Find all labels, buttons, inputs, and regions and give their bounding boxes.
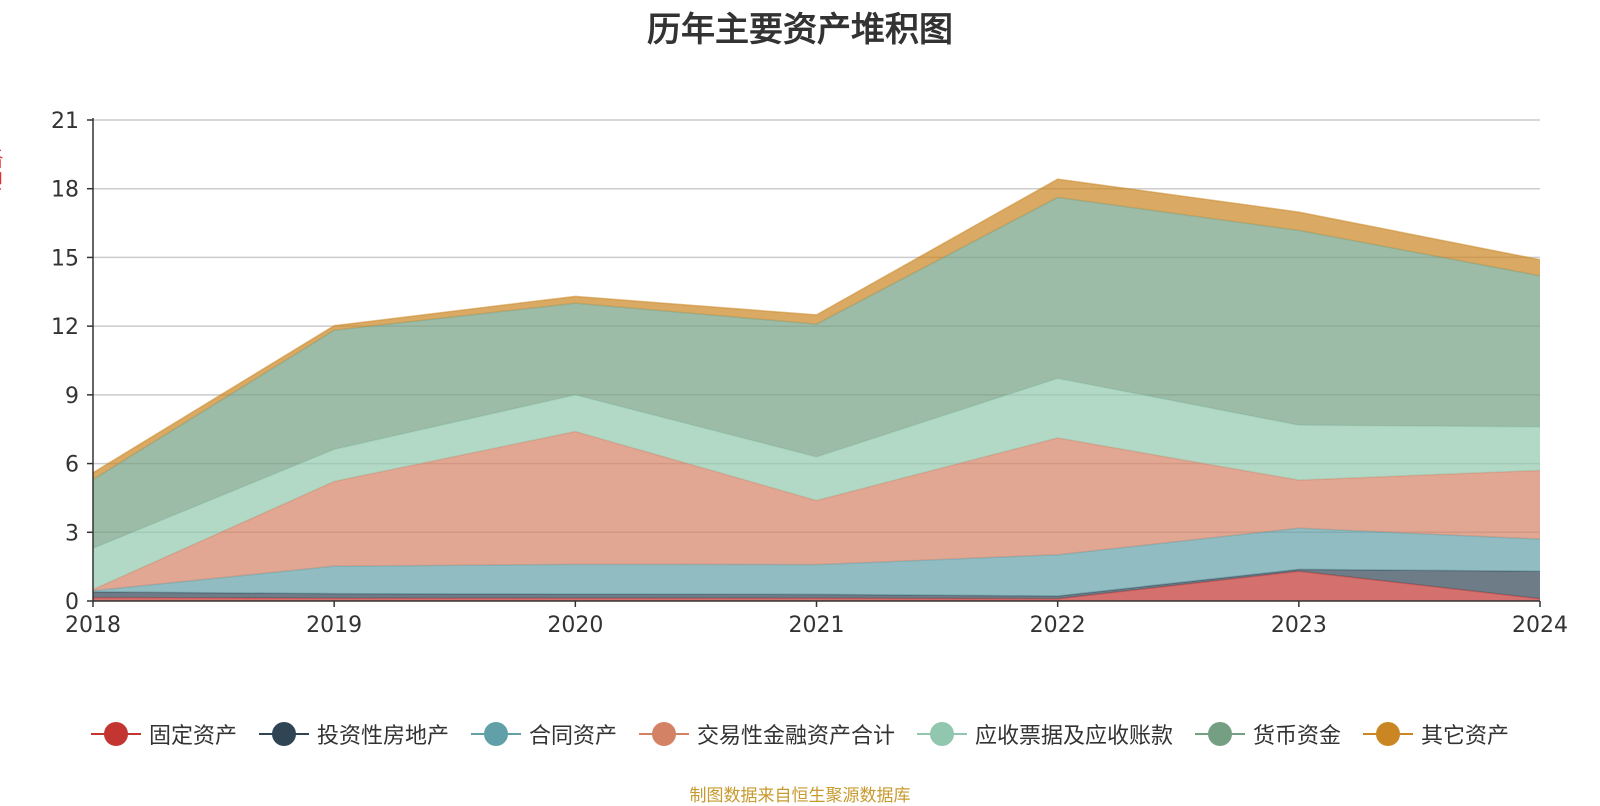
legend-item-2[interactable]: 投资性房地产	[258, 718, 449, 750]
area-series-5	[93, 378, 1540, 590]
source-note: 制图数据来自恒生聚源数据库	[689, 786, 911, 806]
y-tick-label: 18	[51, 178, 79, 203]
y-tick-label: 6	[65, 453, 79, 478]
legend-item-3[interactable]: 合同资产	[470, 718, 617, 750]
legend-item-1[interactable]: 固定资产	[90, 718, 237, 750]
legend-marker	[1363, 722, 1414, 746]
legend-label: 货币资金	[1253, 724, 1342, 749]
legend-item-7[interactable]: 其它资产	[1363, 718, 1509, 750]
legend-marker	[470, 722, 521, 746]
y-tick-label: 9	[65, 384, 79, 409]
area-series-4	[93, 431, 1540, 591]
area-series-3	[93, 528, 1540, 596]
y-tick-label: 3	[65, 521, 79, 546]
x-tick-label: 2022	[1030, 613, 1086, 638]
stacked-area-chart: 0 3 6 9 12 15 18 21 2018 2019 2020 2021 2022 2023 2024	[51, 109, 1568, 638]
area-series-2	[93, 569, 1540, 599]
legend-label: 合同资产	[528, 724, 617, 749]
x-tick-label: 2024	[1512, 613, 1568, 638]
axes: 0 3 6 9 12 15 18 21 2018 2019 2020 2021 2022 2023 2024	[51, 109, 1568, 638]
x-tick-label: 2021	[789, 613, 845, 638]
area-series	[92, 178, 1541, 601]
legend-label: 投资性房地产	[316, 724, 449, 749]
legend-marker	[917, 722, 967, 746]
x-tick-label: 2019	[306, 613, 362, 638]
y-tick-label: 0	[65, 590, 79, 615]
legend-label: 其它资产	[1421, 724, 1510, 749]
legend: 固定资产 投资性房地产 合同资产 交易性金融资产合计 应收票据及应收账款 货币资金 其它资产	[0, 718, 1600, 750]
area-series-6	[93, 197, 1540, 549]
legend-marker	[1195, 722, 1246, 746]
legend-label: 应收票据及应收账款	[975, 724, 1174, 749]
series-line-7	[92, 178, 1541, 474]
area-series-1	[93, 571, 1540, 601]
legend-label: 交易性金融资产合计	[696, 724, 895, 749]
legend-marker	[638, 722, 689, 746]
y-tick-label: 15	[51, 246, 79, 271]
y-tick-label: 12	[51, 315, 79, 340]
x-tick-label: 2023	[1271, 613, 1327, 638]
x-tick-label: 2020	[547, 613, 603, 638]
legend-marker	[258, 722, 309, 746]
legend-item-6[interactable]: 货币资金	[1195, 718, 1341, 750]
y-tick-label: 21	[51, 109, 79, 134]
legend-label: 固定资产	[148, 724, 237, 749]
legend-item-5[interactable]: 应收票据及应收账款	[917, 718, 1173, 750]
x-tick-label: 2018	[65, 613, 121, 638]
legend-item-4[interactable]: 交易性金融资产合计	[638, 718, 895, 750]
chart-title: 历年主要资产堆积图	[647, 10, 953, 50]
legend-marker	[90, 722, 141, 746]
